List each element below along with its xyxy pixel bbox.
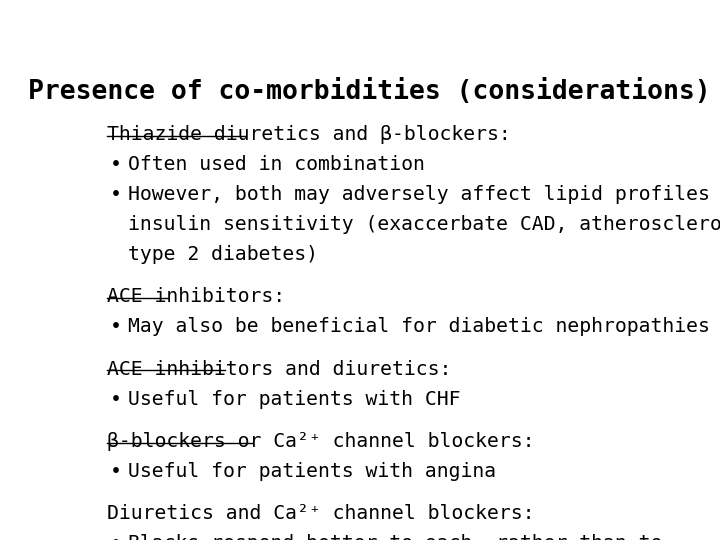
Text: Often used in combination: Often used in combination bbox=[128, 155, 425, 174]
Text: May also be beneficial for diabetic nephropathies: May also be beneficial for diabetic neph… bbox=[128, 317, 710, 336]
Text: Diuretics and Ca²⁺ channel blockers:: Diuretics and Ca²⁺ channel blockers: bbox=[107, 504, 534, 523]
Text: •: • bbox=[109, 534, 122, 540]
Text: insulin sensitivity (exaccerbate CAD, atherosclerosis,: insulin sensitivity (exaccerbate CAD, at… bbox=[128, 215, 720, 234]
Text: •: • bbox=[109, 317, 122, 336]
Text: type 2 diabetes): type 2 diabetes) bbox=[128, 245, 318, 264]
Text: •: • bbox=[109, 462, 122, 481]
Text: Blacks respond better to each, rather than to: Blacks respond better to each, rather th… bbox=[128, 534, 662, 540]
Text: •: • bbox=[109, 155, 122, 174]
Text: Presence of co-morbidities (considerations): Presence of co-morbidities (consideratio… bbox=[27, 79, 711, 105]
Text: Thiazide diuretics and β-blockers:: Thiazide diuretics and β-blockers: bbox=[107, 125, 510, 144]
Text: Useful for patients with CHF: Useful for patients with CHF bbox=[128, 389, 461, 409]
Text: Useful for patients with angina: Useful for patients with angina bbox=[128, 462, 496, 481]
Text: •: • bbox=[109, 185, 122, 204]
Text: ACE inhibitors and diuretics:: ACE inhibitors and diuretics: bbox=[107, 360, 451, 379]
Text: ACE inhibitors:: ACE inhibitors: bbox=[107, 287, 285, 306]
Text: β-blockers or Ca²⁺ channel blockers:: β-blockers or Ca²⁺ channel blockers: bbox=[107, 432, 534, 451]
Text: •: • bbox=[109, 389, 122, 409]
Text: However, both may adversely affect lipid profiles and: However, both may adversely affect lipid… bbox=[128, 185, 720, 204]
